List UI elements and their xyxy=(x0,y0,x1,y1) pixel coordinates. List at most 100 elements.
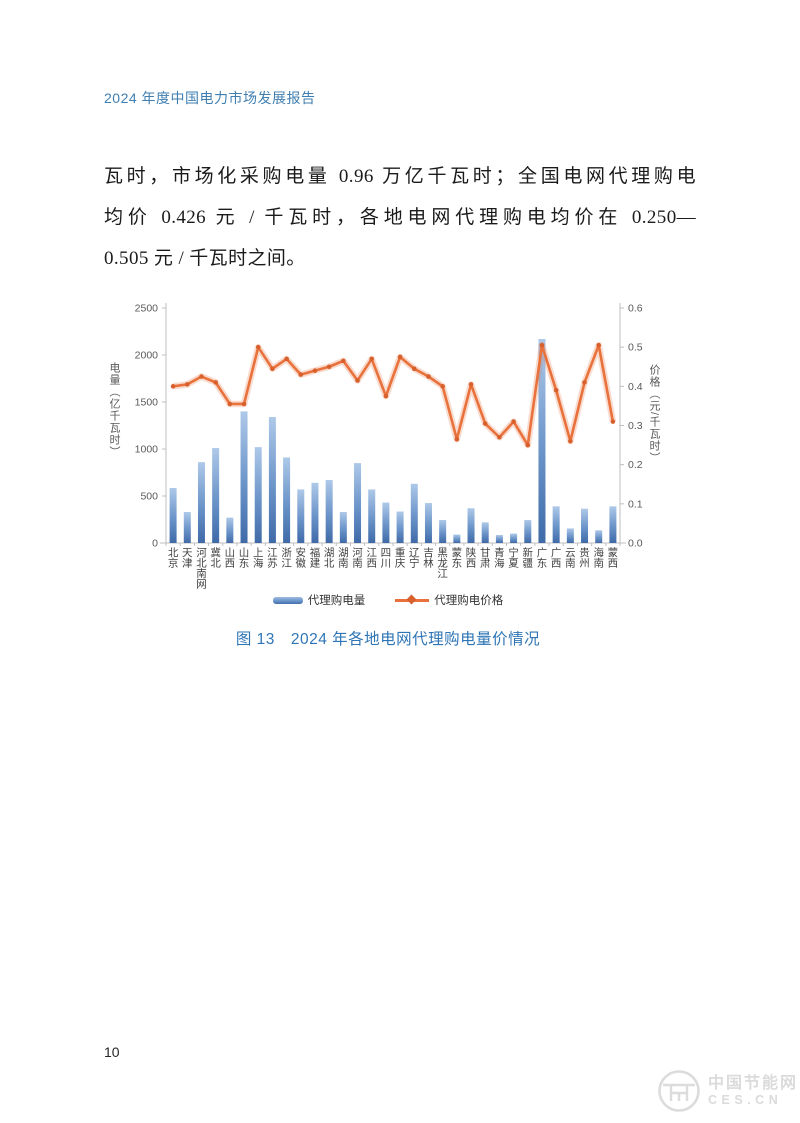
line-marker xyxy=(397,354,403,360)
x-axis-label: 西 xyxy=(466,558,477,570)
bar xyxy=(396,511,404,543)
line-marker xyxy=(213,380,218,385)
left-axis-tick-label: 2000 xyxy=(135,350,159,362)
line-marker xyxy=(199,374,204,379)
x-axis-label: 南 xyxy=(352,557,363,570)
line-marker xyxy=(270,366,275,372)
x-axis-label: 南 xyxy=(196,567,207,580)
chart-legend: 代理购电量 代理购电价格 xyxy=(104,592,672,608)
line-marker xyxy=(553,387,559,393)
x-axis-label: 江 xyxy=(437,568,448,580)
bar xyxy=(581,508,589,543)
bar xyxy=(552,506,560,543)
left-axis-tick-label: 1500 xyxy=(135,397,159,409)
line-marker xyxy=(355,378,360,383)
line-marker xyxy=(184,382,190,387)
x-axis-label: 南 xyxy=(565,557,576,570)
line-marker xyxy=(170,384,176,389)
bar xyxy=(254,447,262,543)
bar xyxy=(325,480,333,543)
left-axis-title: 电量（亿千瓦时） xyxy=(108,362,120,458)
x-axis-label: 龙 xyxy=(437,557,448,570)
x-axis-label: 湖 xyxy=(324,547,335,559)
x-axis-label: 海 xyxy=(494,557,505,570)
x-axis-label: 江 xyxy=(366,547,377,559)
bar-swatch-icon xyxy=(272,596,303,604)
x-axis-label: 辽 xyxy=(409,547,420,559)
watermark-site-code: CES.CN xyxy=(708,1093,783,1107)
right-axis-tick-label: 0.3 xyxy=(628,420,643,432)
line-marker xyxy=(482,421,488,426)
bar xyxy=(169,488,177,543)
x-axis-label: 西 xyxy=(551,558,562,570)
x-axis-label: 建 xyxy=(310,557,321,570)
line-marker xyxy=(468,382,474,387)
bar xyxy=(424,503,432,543)
bar xyxy=(467,508,475,543)
combo-chart: 0 500 1000 1500 2000 2500 0.0 0.1 0.2 0.3 0.4 0.5 0.… xyxy=(104,298,672,598)
x-axis-label: 山 xyxy=(225,547,236,559)
x-axis-label: 川 xyxy=(381,558,392,570)
x-axis-label: 新 xyxy=(523,546,534,559)
bar xyxy=(197,462,205,543)
x-axis-label: 湖 xyxy=(338,547,349,559)
line-marker xyxy=(454,436,460,442)
line-marker xyxy=(241,401,247,407)
x-axis-label: 西 xyxy=(366,558,377,570)
x-axis-label: 冀 xyxy=(210,546,221,559)
x-axis-label: 四 xyxy=(381,547,392,559)
bar xyxy=(283,457,291,543)
right-axis-tick-label: 0.1 xyxy=(628,498,643,510)
x-axis-label: 夏 xyxy=(508,558,519,570)
x-axis-label: 浙 xyxy=(281,547,292,559)
bar xyxy=(510,533,518,543)
line-marker xyxy=(568,438,573,444)
figure-number: 图 13 xyxy=(235,631,275,648)
bar xyxy=(268,417,276,543)
x-axis-label: 宁 xyxy=(409,557,420,570)
bar xyxy=(609,506,617,543)
bar xyxy=(183,511,191,543)
right-axis-tick-label: 0.2 xyxy=(628,459,643,471)
line-marker xyxy=(326,364,332,370)
line-marker xyxy=(298,372,304,377)
line-swatch-icon xyxy=(395,594,430,605)
x-axis-label: 苏 xyxy=(267,557,278,570)
line-marker xyxy=(610,419,616,424)
chart-canvas: 0 500 1000 1500 2000 2500 0.0 0.1 0.2 0.3 0.4 0.5 0.… xyxy=(135,303,643,591)
x-axis-label: 青 xyxy=(494,546,505,559)
x-axis-label: 宁 xyxy=(508,546,519,559)
bar xyxy=(368,489,376,543)
bar xyxy=(439,519,447,543)
bar xyxy=(495,535,503,543)
x-axis-label: 贵 xyxy=(579,546,590,559)
left-axis-tick-label: 0 xyxy=(152,538,158,550)
x-axis-label: 海 xyxy=(253,557,264,570)
line-marker xyxy=(511,419,516,424)
x-axis-label: 肃 xyxy=(480,558,491,570)
figure-caption: 图 13 2024 年各地电网代理购电量价情况 xyxy=(104,627,672,649)
x-axis-label: 庆 xyxy=(395,557,406,570)
line-marker xyxy=(497,434,502,440)
line-marker xyxy=(341,358,346,364)
line-marker xyxy=(369,356,375,362)
watermark: 中国节能网 CES.CN xyxy=(656,1066,800,1116)
report-header: 2024 年度中国电力市场发展报告 xyxy=(104,90,316,106)
legend-label: 代理购电量 xyxy=(307,595,366,607)
x-axis-label: 云 xyxy=(565,547,576,559)
x-axis-label: 南 xyxy=(338,557,349,570)
x-axis-label: 甘 xyxy=(480,546,491,559)
right-axis-tick-label: 0.4 xyxy=(628,381,643,393)
paragraph-line: 均价 0.426 元 / 千瓦时，各地电网代理购电均价在 0.250— xyxy=(104,207,696,228)
x-axis-label: 山 xyxy=(239,547,250,559)
x-axis-label: 江 xyxy=(267,547,278,559)
line-marker xyxy=(411,366,417,372)
bar xyxy=(481,522,489,543)
bar xyxy=(538,339,546,543)
x-axis-label: 西 xyxy=(225,558,236,570)
x-axis-label: 北 xyxy=(196,558,207,570)
bar xyxy=(354,463,362,543)
legend-item-volume: 代理购电量 xyxy=(272,592,366,608)
x-axis-label: 西 xyxy=(608,558,619,570)
paragraph-line: 0.505 元 / 千瓦时之间。 xyxy=(104,248,306,269)
